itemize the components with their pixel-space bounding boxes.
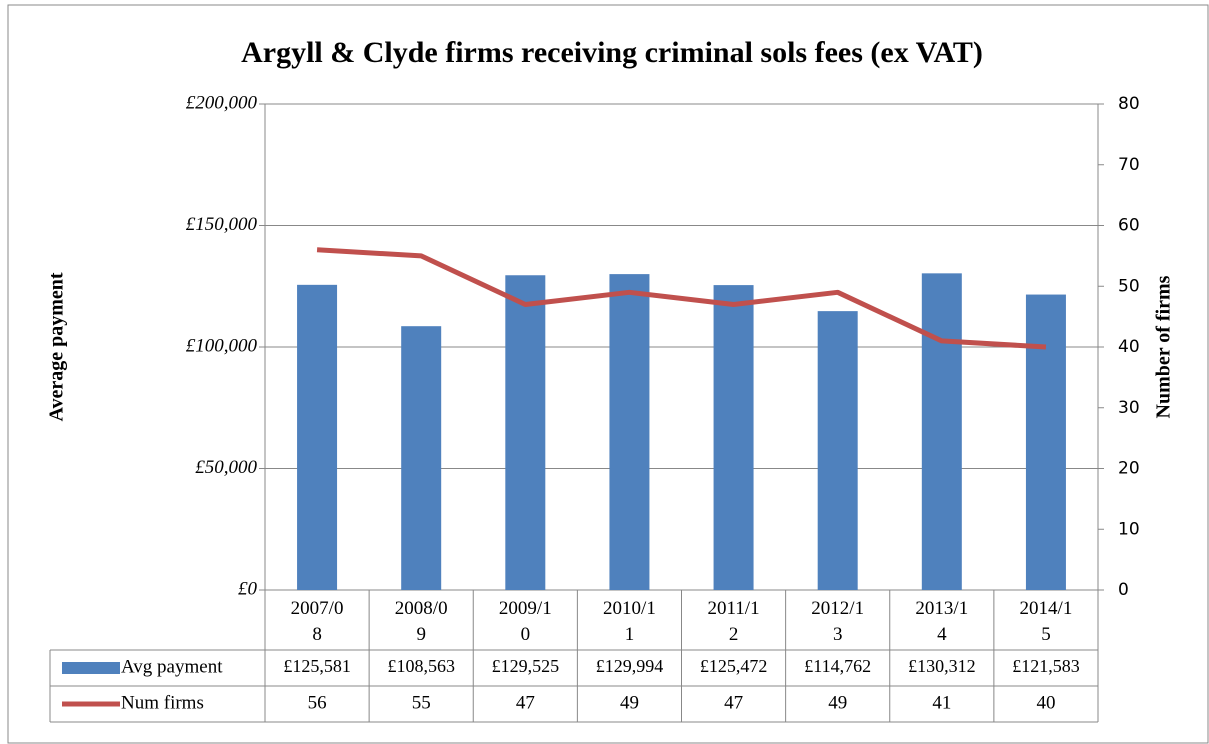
bar: [1025, 294, 1066, 590]
y-tick-label: £0: [238, 578, 258, 599]
x-tick-label: 2014/15: [1019, 598, 1073, 645]
y2-tick-label: 60: [1118, 216, 1140, 236]
bar: [505, 275, 546, 590]
x-tick-label: 2009/10: [498, 598, 552, 645]
x-tick-label: 2010/11: [603, 598, 656, 645]
bar: [921, 273, 962, 590]
y2-tick-label: 0: [1118, 580, 1129, 600]
table-cell: £129,994: [596, 656, 664, 676]
table-cell: 41: [932, 692, 951, 713]
y2-tick-label: 10: [1118, 519, 1140, 539]
y2-tick-label: 40: [1118, 337, 1140, 357]
y2-tick-label: 70: [1118, 155, 1140, 175]
table-cell: £125,581: [283, 656, 351, 676]
x-tick-label: 2011/12: [707, 598, 760, 645]
chart-border: [7, 4, 1209, 744]
legend-label: Num firms: [121, 692, 204, 713]
bar: [401, 326, 442, 590]
bar: [297, 284, 338, 590]
table-cell: 56: [308, 692, 327, 713]
x-tick-label: 2013/14: [915, 598, 969, 645]
chart-title: Argyll & Clyde firms receiving criminal …: [241, 36, 983, 69]
table-cell: £121,583: [1012, 656, 1080, 676]
y2-tick-label: 50: [1118, 276, 1140, 296]
legend-label: Avg payment: [121, 656, 223, 677]
table-cell: £129,525: [492, 656, 560, 676]
bar: [609, 274, 650, 590]
table-cell: 55: [412, 692, 431, 713]
bar: [817, 311, 858, 590]
table-cell: 47: [516, 692, 535, 713]
x-tick-label: 2012/13: [811, 598, 865, 645]
x-tick-label: 2008/09: [394, 598, 448, 645]
y2-tick-label: 30: [1118, 398, 1140, 418]
y2-axis-title: Number of firms: [1153, 275, 1175, 418]
table-cell: £130,312: [908, 656, 976, 676]
table-cell: 49: [828, 692, 847, 713]
y-axis-title: Average payment: [46, 272, 68, 421]
y2-tick-label: 80: [1118, 94, 1140, 114]
table-cell: £114,762: [804, 656, 871, 676]
y2-tick-label: 20: [1118, 459, 1140, 479]
table-cell: £125,472: [700, 656, 768, 676]
y-tick-label: £50,000: [195, 457, 257, 478]
line: [316, 247, 1047, 350]
x-tick-label: 2007/08: [290, 598, 344, 645]
legend-swatch: [62, 662, 120, 674]
y-tick-label: £100,000: [186, 335, 258, 356]
y-tick-label: £200,000: [186, 92, 258, 113]
table-cell: 40: [1036, 692, 1055, 713]
y-tick-label: £150,000: [186, 214, 258, 235]
table-cell: £108,563: [387, 656, 455, 676]
table-cell: 47: [724, 692, 743, 713]
bar: [713, 285, 754, 590]
table-cell: 49: [620, 692, 639, 713]
